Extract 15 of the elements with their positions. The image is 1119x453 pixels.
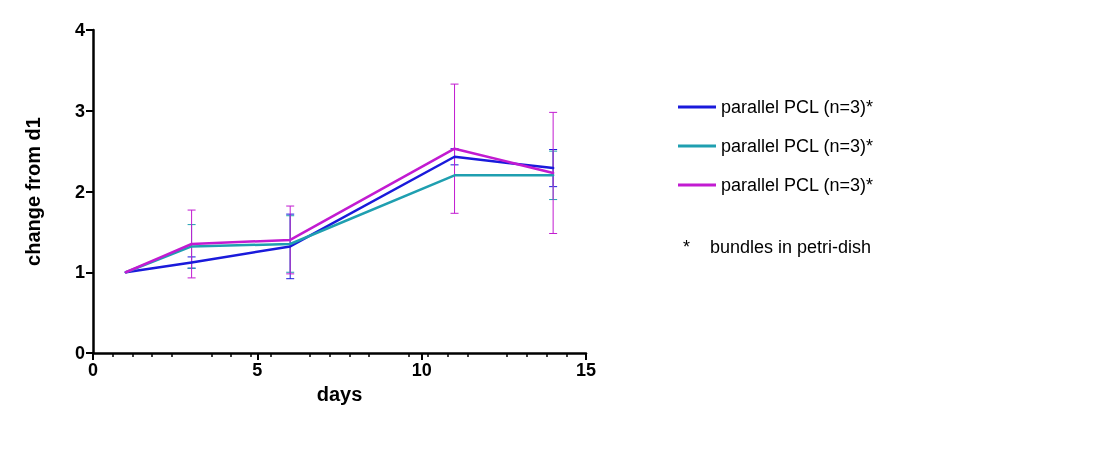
legend-label: parallel PCL (n=3)* xyxy=(721,97,873,117)
legend-label: parallel PCL (n=3)* xyxy=(721,175,873,195)
x-tick-label: 15 xyxy=(575,360,597,380)
x-tick-label: 0 xyxy=(87,360,99,380)
text: * bundles in petri-dish xyxy=(683,237,872,257)
x-axis-title: days xyxy=(316,382,363,405)
y-tick-label: 0 xyxy=(74,343,85,363)
y-tick-label: 3 xyxy=(74,100,85,121)
y-tick-label: 1 xyxy=(74,262,85,283)
y-tick-label: 2 xyxy=(74,181,85,202)
x-tick-label: 10 xyxy=(411,360,432,380)
legend-label: parallel PCL (n=3)* xyxy=(721,136,873,156)
x-tick-label: 5 xyxy=(252,360,263,380)
y-tick-label: 4 xyxy=(74,20,85,40)
y-axis-title: change from d1 xyxy=(22,117,44,266)
